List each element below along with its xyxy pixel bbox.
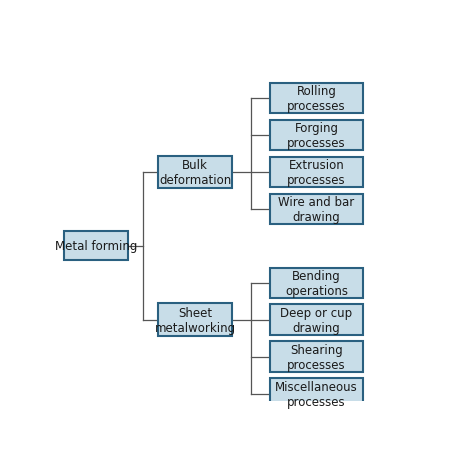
FancyBboxPatch shape [270, 120, 363, 151]
Text: Sheet
metalworking: Sheet metalworking [155, 306, 236, 334]
Text: Bulk
deformation: Bulk deformation [159, 158, 231, 186]
FancyBboxPatch shape [270, 305, 363, 335]
FancyBboxPatch shape [270, 268, 363, 298]
FancyBboxPatch shape [270, 194, 363, 225]
Text: Shearing
processes: Shearing processes [287, 343, 346, 371]
Text: Miscellaneous
processes: Miscellaneous processes [275, 380, 358, 408]
FancyBboxPatch shape [270, 342, 363, 372]
Text: Bending
operations: Bending operations [285, 269, 348, 297]
FancyBboxPatch shape [158, 156, 232, 189]
FancyBboxPatch shape [158, 304, 232, 336]
Text: Wire and bar
drawing: Wire and bar drawing [278, 195, 355, 223]
Text: Rolling
processes: Rolling processes [287, 85, 346, 113]
Text: Deep or cup
drawing: Deep or cup drawing [280, 306, 353, 334]
Text: Extrusion
processes: Extrusion processes [287, 158, 346, 186]
FancyBboxPatch shape [270, 378, 363, 409]
FancyBboxPatch shape [270, 83, 363, 114]
Text: Forging
processes: Forging processes [287, 122, 346, 150]
FancyBboxPatch shape [64, 232, 128, 261]
Text: Metal forming: Metal forming [55, 239, 137, 253]
FancyBboxPatch shape [270, 157, 363, 188]
